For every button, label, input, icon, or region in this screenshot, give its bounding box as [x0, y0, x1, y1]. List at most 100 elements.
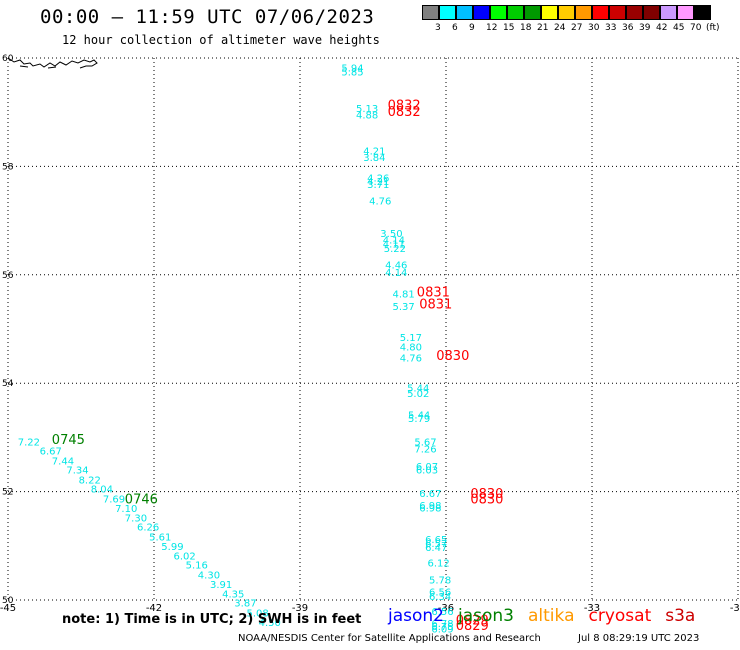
mission-legend: jason2 jason3 altika cryosat s3a — [388, 606, 709, 626]
swh-label: 5.13 — [356, 104, 378, 115]
mission-cryosat: cryosat — [588, 606, 652, 626]
swh-label: 5.08 — [246, 608, 268, 619]
swh-label: 8.04 — [91, 485, 113, 496]
legend-swatch — [575, 5, 592, 20]
swh-label: 6.03 — [416, 466, 438, 477]
credit-text: NOAA/NESDIS Center for Satellite Applica… — [238, 633, 541, 644]
y-tick-label: 56 — [2, 271, 14, 281]
swh-label: 5.79 — [408, 414, 430, 425]
swh-label: 7.69 — [103, 494, 125, 505]
swh-label: 6.56 — [429, 588, 451, 599]
legend-label: 15 — [503, 23, 515, 33]
graticule — [7, 57, 739, 601]
swh-label: 4.46 — [385, 260, 407, 271]
mission-s3a: s3a — [665, 606, 696, 626]
swh-label: 6.47 — [425, 543, 447, 554]
legend-label: 24 — [554, 23, 566, 33]
x-tick-label: -42 — [146, 603, 162, 614]
x-tick-label: -36 — [438, 603, 454, 614]
time-label: 0829 — [456, 619, 489, 634]
time-label: 0832 — [388, 98, 421, 113]
legend-label: 6 — [452, 23, 458, 33]
swh-label: 7.26 — [414, 445, 436, 456]
x-tick-label: -33 — [584, 603, 600, 614]
legend-label: 30 — [588, 23, 600, 33]
swh-label: 6.65 — [425, 535, 447, 546]
legend-swatch — [422, 5, 439, 20]
legend-swatch — [456, 5, 473, 20]
legend-label: 45 — [673, 23, 685, 33]
swh-label: 4.50 — [259, 618, 281, 629]
swh-label: 4.81 — [392, 290, 414, 301]
y-tick-label: 60 — [2, 54, 14, 64]
legend-swatch — [643, 5, 660, 20]
swh-labels: 5.945.855.134.884.213.844.264.213.714.76… — [18, 64, 454, 636]
swh-label: 6.02 — [173, 551, 195, 562]
swh-label: 6.12 — [428, 558, 450, 569]
time-label: 0831 — [417, 285, 450, 300]
legend-swatch — [677, 5, 694, 20]
swh-label: 7.44 — [52, 457, 74, 468]
swh-label: 6.07 — [416, 462, 438, 473]
time-label: 0832 — [388, 105, 421, 120]
swh-label: 6.67 — [419, 489, 441, 500]
swh-label: 4.11 — [383, 240, 405, 251]
time-label: 0746 — [125, 493, 158, 508]
swh-label: 5.61 — [149, 532, 171, 543]
legend-label: 21 — [537, 23, 549, 33]
legend-label: 27 — [571, 23, 583, 33]
time-label: 0745 — [52, 433, 85, 448]
swh-label: 5.02 — [407, 389, 429, 400]
legend-label: 18 — [520, 23, 532, 33]
swh-label: 5.67 — [414, 438, 436, 449]
swh-label: 4.76 — [400, 354, 422, 365]
map-title: 00:00 – 11:59 UTC 07/06/2023 — [40, 6, 375, 28]
legend-swatch — [626, 5, 643, 20]
legend-swatch — [473, 5, 490, 20]
swh-label: 5.44 — [408, 410, 430, 421]
swh-label: 5.17 — [400, 333, 422, 344]
swh-label: 4.88 — [356, 111, 378, 122]
swh-label: 3.91 — [210, 580, 232, 591]
swh-label: 5.44 — [407, 383, 429, 394]
legend-swatch — [507, 5, 524, 20]
legend-label: 3 — [435, 23, 441, 33]
swh-label: 6.75 — [431, 622, 453, 633]
legend-label: 33 — [605, 23, 617, 33]
time-label: 0830 — [470, 493, 503, 508]
x-tick-label: -39 — [292, 603, 308, 614]
swh-label: 4.14 — [385, 268, 407, 279]
legend-swatch — [524, 5, 541, 20]
map-subtitle: 12 hour collection of altimeter wave hei… — [62, 33, 380, 47]
legend-label: 42 — [656, 23, 668, 33]
legend-unit: (ft) — [706, 23, 720, 33]
legend-swatch — [660, 5, 677, 20]
x-tick-label: -45 — [0, 603, 16, 614]
swh-label: 4.21 — [363, 146, 385, 157]
mission-altika: altika — [528, 606, 575, 626]
swh-label: 4.21 — [367, 177, 389, 188]
time-label: 0831 — [419, 297, 452, 312]
swh-label: 5.78 — [429, 576, 451, 587]
swh-label: 6.34 — [429, 592, 451, 603]
legend-swatch — [609, 5, 626, 20]
swh-label: 7.34 — [66, 466, 88, 477]
legend-swatch — [694, 5, 711, 20]
greenland-coastline — [7, 57, 98, 69]
legend-swatch — [439, 5, 456, 20]
legend-swatch — [541, 5, 558, 20]
mission-jason3: jason3 — [458, 606, 514, 626]
legend-swatch — [592, 5, 609, 20]
y-tick-label: 58 — [2, 162, 14, 172]
swh-label: 3.84 — [363, 153, 385, 164]
y-tick-label: 50 — [2, 596, 14, 606]
swh-label: 6.09 — [431, 625, 453, 636]
y-tick-label: 52 — [2, 488, 13, 498]
swh-label: 7.30 — [125, 513, 147, 524]
time-label: 0830 — [436, 349, 469, 364]
swh-label: 7.10 — [115, 504, 137, 515]
legend-label: 12 — [486, 23, 498, 33]
swh-label: 7.22 — [18, 438, 40, 449]
swh-label: 4.14 — [383, 235, 405, 246]
